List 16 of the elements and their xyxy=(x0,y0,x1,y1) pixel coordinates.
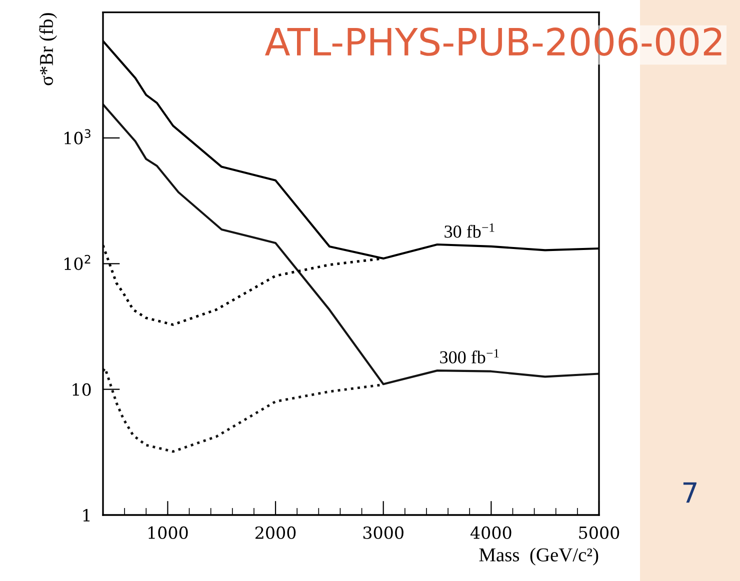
x-tick-label: 5000 xyxy=(579,526,620,540)
text: 7 xyxy=(683,482,696,503)
x-tick-label: 3000 xyxy=(363,526,404,540)
y-tick-label: 10$^{3}$ xyxy=(64,129,90,144)
line-series xyxy=(103,103,599,386)
x-tick-label: 4000 xyxy=(470,526,512,540)
x-axis-title: Mass (GeV/c²) xyxy=(479,548,598,566)
x-tick-label: 2000 xyxy=(255,526,296,540)
x-tick-label: 1000 xyxy=(148,526,188,540)
annotation: 300 fb$^{−1}$ xyxy=(440,349,499,364)
y-tick-label: 1 xyxy=(83,508,90,522)
y-axis-title: σ*Br (fb) xyxy=(39,13,57,86)
annotation: ATL-PHYS-PUB-2006-002 xyxy=(264,28,722,56)
annotation: 30 fb$^{−1}$ xyxy=(444,223,494,238)
y-tick-label: 10$^{2}$ xyxy=(64,254,90,270)
y-tick-label: 10 xyxy=(72,383,91,396)
